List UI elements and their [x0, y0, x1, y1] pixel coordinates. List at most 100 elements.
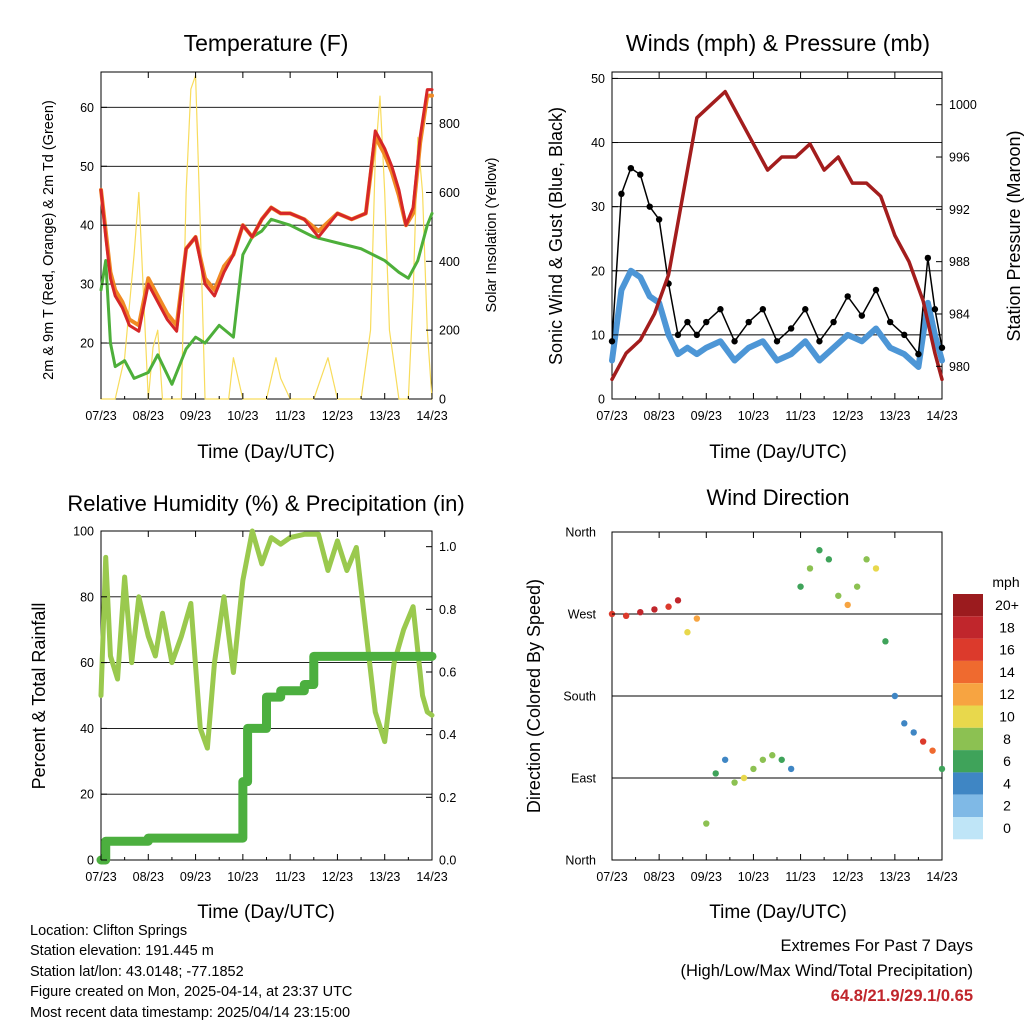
latest-timestamp: Most recent data timestamp: 2025/04/14 2… — [30, 1004, 351, 1021]
wind-ytick-right-label-1: 984 — [949, 307, 970, 321]
station-location: Location: Clifton Springs — [30, 923, 188, 939]
dir-point — [882, 638, 889, 645]
temp-xtick-label-3: 10/23 — [227, 409, 258, 423]
wind-ytick-right-label-4: 996 — [949, 151, 970, 165]
dir-point — [750, 765, 757, 773]
rh-xtick-label-7: 14/23 — [416, 870, 447, 884]
dir-legend-swatch-6 — [953, 727, 983, 751]
dir-point — [674, 597, 682, 604]
dir-point — [797, 583, 804, 590]
extremes-title: Extremes For Past 7 Days — [780, 937, 973, 955]
dir-legend-swatch-1 — [953, 616, 983, 639]
dir-xtick-label-1: 08/23 — [644, 870, 675, 884]
wind-ytick-label-2: 20 — [591, 264, 605, 278]
dir-legend-label-6: 8 — [1003, 731, 1011, 747]
dir-legend-swatch-9 — [953, 794, 983, 817]
dir-point — [863, 556, 870, 563]
wind-pressure-line — [610, 89, 944, 382]
rh-ytick-label-3: 60 — [80, 656, 94, 670]
wind-xtick-label-2: 09/23 — [691, 409, 722, 423]
temp-ytick-label-0: 20 — [80, 337, 94, 351]
wind-ytick-label-3: 30 — [591, 200, 605, 214]
dir-point — [938, 765, 946, 773]
dir-legend-swatch-5 — [953, 705, 983, 728]
dir-point — [778, 756, 785, 763]
rh-ytick-right-label-0: 0.0 — [439, 854, 456, 868]
dir-legend-swatch-4 — [953, 683, 983, 706]
dir-point — [891, 692, 899, 700]
dir-point — [816, 547, 823, 554]
temp-ytick-right-label-0: 0 — [439, 393, 446, 407]
temp-plot-frame — [100, 71, 433, 400]
dir-legend-label-9: 2 — [1003, 798, 1011, 814]
dir-point — [712, 770, 719, 777]
temp-2m-line — [99, 88, 434, 333]
rh-ytick-label-4: 80 — [80, 590, 94, 604]
dir-point — [759, 756, 767, 763]
wind-ytick-right-label-2: 988 — [949, 255, 970, 269]
dir-ytick-label-3: West — [568, 608, 597, 622]
dir-point — [919, 738, 927, 745]
dir-ytick-label-0: North — [565, 854, 596, 868]
dir-point — [929, 747, 936, 754]
wind-ytick-label-1: 10 — [591, 328, 605, 342]
wind-xtick-label-4: 11/23 — [785, 409, 815, 423]
dir-xtick-label-7: 14/23 — [926, 870, 957, 884]
dir-point — [825, 556, 833, 563]
rh-ytick-right-label-3: 0.6 — [439, 666, 456, 680]
dir-xtick-label-4: 11/23 — [785, 870, 815, 884]
wind-xtick-label-6: 13/23 — [879, 409, 910, 423]
wind-ylabel: Sonic Wind & Gust (Blue, Black) — [546, 107, 566, 365]
temp-ytick-right-label-1: 200 — [439, 324, 460, 338]
wind-ytick-label-0: 0 — [598, 393, 605, 407]
wind-gust-line — [611, 167, 943, 355]
temp-xlabel: Time (Day/UTC) — [197, 442, 335, 463]
temp-title: Temperature (F) — [184, 30, 349, 56]
dir-xtick-label-6: 13/23 — [879, 870, 910, 884]
dir-point — [693, 615, 701, 622]
rh-xtick-label-0: 07/23 — [85, 870, 116, 884]
rh-line — [98, 528, 435, 751]
temp-ytick-right-label-2: 400 — [439, 255, 460, 269]
wind-ytick-right-label-0: 980 — [949, 360, 970, 374]
dir-legend-label-4: 12 — [999, 686, 1015, 702]
extremes-subtitle: (High/Low/Max Wind/Total Precipitation) — [680, 962, 973, 980]
dir-legend-label-1: 18 — [999, 619, 1015, 635]
wind-xtick-label-7: 14/23 — [926, 409, 957, 423]
temp-ytick-label-4: 60 — [80, 101, 94, 115]
wind-ylabel-right: Station Pressure (Maroon) — [1004, 130, 1024, 341]
station-elevation: Station elevation: 191.445 m — [30, 943, 214, 960]
temp-ylabel: 2m & 9m T (Red, Orange) & 2m Td (Green) — [41, 100, 57, 380]
rh-title: Relative Humidity (%) & Precipitation (i… — [67, 491, 464, 516]
dir-point — [787, 765, 795, 773]
rh-ytick-label-2: 40 — [80, 722, 94, 736]
temp-xtick-label-6: 13/23 — [369, 409, 400, 423]
wind-title: Winds (mph) & Pressure (mb) — [626, 30, 930, 56]
dir-legend-label-7: 6 — [1003, 753, 1011, 769]
dir-xtick-label-2: 09/23 — [691, 870, 722, 884]
extremes-box: Extremes For Past 7 Days (High/Low/Max W… — [680, 934, 973, 1009]
temp-ytick-label-2: 40 — [80, 219, 94, 233]
dir-point — [721, 756, 729, 763]
wind-xtick-label-0: 07/23 — [596, 409, 627, 423]
temp-solar-line — [100, 74, 433, 400]
dir-legend-label-5: 10 — [999, 709, 1015, 725]
temp-xtick-label-0: 07/23 — [85, 409, 116, 423]
rh-xtick-label-5: 12/23 — [322, 870, 353, 884]
temp-ylabel-right: Solar Insolation (Yellow) — [484, 157, 500, 312]
dir-points — [608, 547, 946, 827]
station-info: Location: Clifton Springs Station elevat… — [30, 921, 352, 1023]
rh-xtick-label-3: 10/23 — [227, 870, 258, 884]
dir-xlabel: Time (Day/UTC) — [709, 902, 847, 923]
station-latlon: Station lat/lon: 43.0148; -77.1852 — [30, 963, 244, 980]
temp-ytick-right-label-3: 600 — [439, 186, 460, 200]
rh-xtick-label-1: 08/23 — [133, 870, 164, 884]
rh-ytick-right-label-1: 0.2 — [439, 791, 456, 805]
wind-xtick-label-5: 12/23 — [832, 409, 863, 423]
wind-gust-points — [608, 164, 946, 358]
dir-point — [844, 601, 851, 609]
dir-legend-label-10: 0 — [1003, 820, 1011, 836]
dir-legend-label-3: 14 — [999, 664, 1015, 680]
wind-ytick-label-4: 40 — [591, 136, 605, 150]
